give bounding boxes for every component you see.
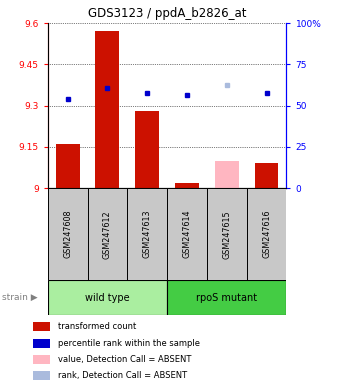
Text: transformed count: transformed count (58, 323, 136, 331)
Bar (135, 111, 159, 188)
Bar (95, 31, 119, 188)
Bar (33, 355, 50, 364)
Text: GSM247608: GSM247608 (63, 210, 72, 258)
Text: GSM247614: GSM247614 (182, 210, 192, 258)
Text: GSM247616: GSM247616 (262, 210, 271, 258)
Text: rpoS mutant: rpoS mutant (196, 293, 257, 303)
Text: GSM247612: GSM247612 (103, 210, 112, 258)
Bar (56, 144, 79, 188)
Bar (167, 280, 286, 315)
Text: value, Detection Call = ABSENT: value, Detection Call = ABSENT (58, 355, 191, 364)
Text: GSM247613: GSM247613 (143, 210, 152, 258)
Bar (33, 371, 50, 381)
Bar (48, 280, 167, 315)
Bar (175, 183, 199, 188)
Bar (207, 188, 247, 280)
Bar (33, 322, 50, 331)
Bar (127, 188, 167, 280)
Bar (247, 188, 286, 280)
Text: GSM247615: GSM247615 (222, 210, 231, 258)
Bar (48, 188, 88, 280)
Text: rank, Detection Call = ABSENT: rank, Detection Call = ABSENT (58, 371, 187, 380)
Text: percentile rank within the sample: percentile rank within the sample (58, 339, 200, 348)
Bar (33, 339, 50, 348)
Title: GDS3123 / ppdA_b2826_at: GDS3123 / ppdA_b2826_at (88, 7, 246, 20)
Bar (255, 163, 279, 188)
Text: strain ▶: strain ▶ (2, 293, 37, 302)
Bar (167, 188, 207, 280)
Text: wild type: wild type (85, 293, 130, 303)
Bar (88, 188, 127, 280)
Bar (215, 161, 239, 188)
